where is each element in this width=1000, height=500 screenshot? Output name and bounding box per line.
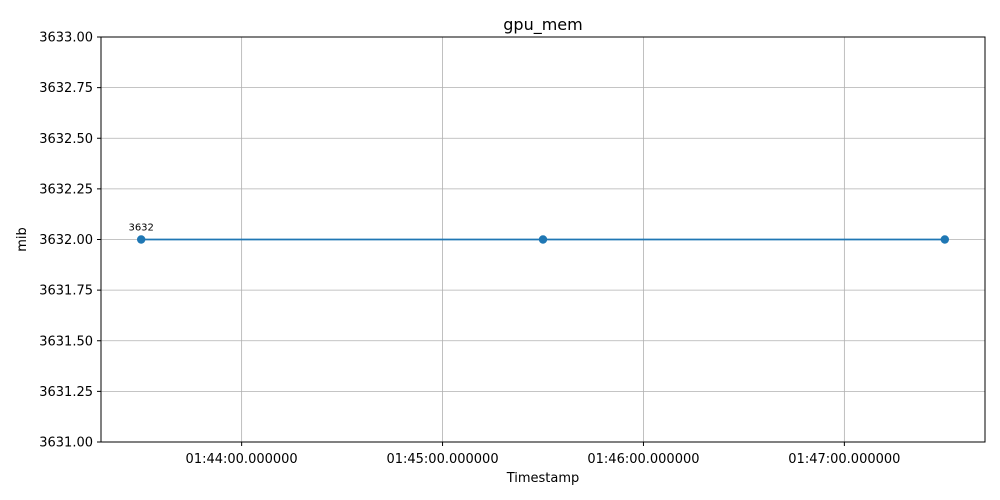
chart-title: gpu_mem [503,15,582,35]
data-point [136,235,146,244]
x-axis-title: Timestamp [506,471,580,486]
y-tick-label: 3631.25 [39,385,93,400]
y-tick-label: 3631.50 [39,334,93,349]
annotations: 3632 [128,223,153,234]
y-axis-ticks: 3631.00 3631.25 3631.50 3631.75 3632.00 3632.… [39,31,101,451]
y-axis-title: mib [15,227,30,252]
data-label: 3632 [128,223,153,234]
x-axis-ticks: 01:44:00.000000 01:45:00.000000 01:46:00.0… [186,442,900,467]
y-tick-label: 3632.75 [39,81,93,96]
x-tick-label: 01:44:00.000000 [186,452,298,467]
data-series [136,235,950,244]
y-tick-label: 3631.75 [39,284,93,299]
data-point [538,235,548,244]
y-tick-label: 3632.50 [39,132,93,147]
y-tick-label: 3631.00 [39,436,93,451]
x-tick-label: 01:45:00.000000 [386,452,498,467]
data-point [940,235,950,244]
x-tick-label: 01:46:00.000000 [587,452,699,467]
y-tick-label: 3632.00 [39,233,93,248]
y-tick-label: 3633.00 [39,31,93,46]
y-tick-label: 3632.25 [39,182,93,197]
x-tick-label: 01:47:00.000000 [788,452,900,467]
